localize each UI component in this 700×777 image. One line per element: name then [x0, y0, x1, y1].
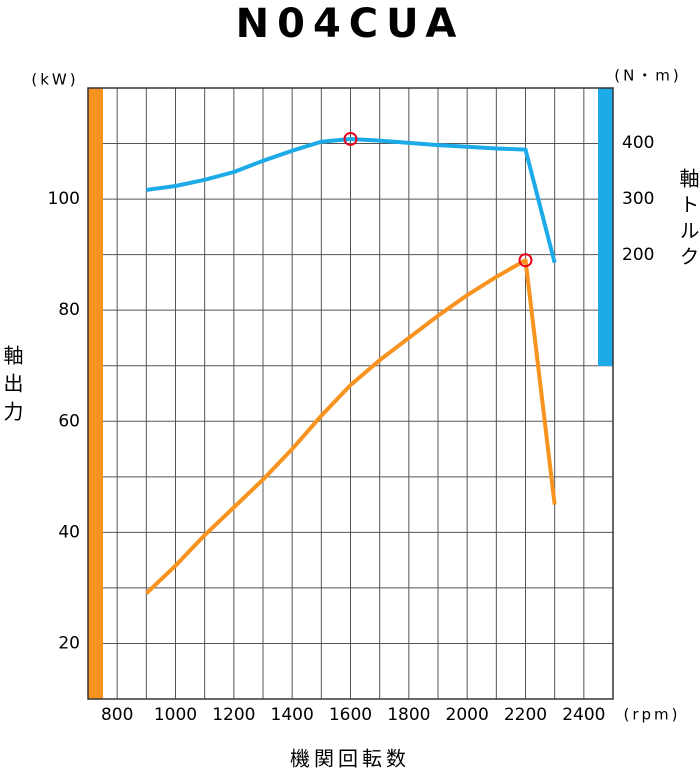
y-unit: (kW)	[31, 71, 78, 89]
x-unit: (rpm)	[623, 706, 680, 724]
y-tick-label: 40	[58, 522, 80, 542]
x-tick-label: 2000	[446, 705, 489, 725]
y-title: 軸出力	[0, 345, 24, 429]
y2-tick-label: 200	[622, 245, 654, 265]
y2-title: 軸トルク	[676, 168, 700, 272]
y-tick-label: 60	[58, 411, 80, 431]
x-tick-label: 2200	[504, 705, 547, 725]
y-tick-label: 20	[58, 633, 80, 653]
series-line	[146, 136, 557, 264]
power-axis-band	[88, 88, 103, 699]
peak-marker	[343, 131, 358, 146]
y-tick-label: 80	[58, 300, 80, 320]
x-tick-label: 800	[101, 705, 133, 725]
peak-marker	[518, 253, 533, 268]
x-tick-label: 1800	[387, 705, 430, 725]
x-tick-label: 2400	[562, 705, 605, 725]
x-tick-label: 1400	[271, 705, 314, 725]
chart-title: N04CUA	[236, 1, 465, 47]
y2-unit: (N・m)	[614, 67, 682, 85]
plot-frame	[87, 87, 614, 700]
series-line	[144, 258, 557, 595]
y-tick-label: 100	[48, 189, 80, 209]
y2-tick-label: 400	[622, 133, 654, 153]
x-title: 機関回転数	[290, 747, 410, 771]
torque-axis-band	[598, 88, 613, 366]
x-tick-label: 1000	[154, 705, 197, 725]
y2-tick-label: 300	[622, 189, 654, 209]
x-tick-label: 1600	[329, 705, 372, 725]
x-tick-label: 1200	[212, 705, 255, 725]
